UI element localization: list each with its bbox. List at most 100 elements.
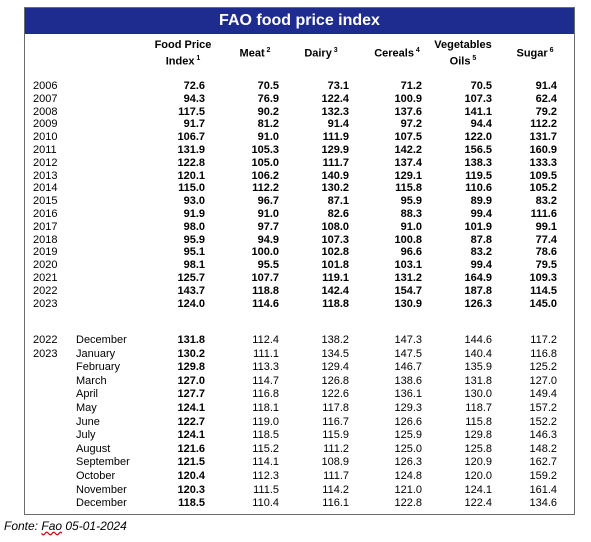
table-cell: 111.7 bbox=[323, 470, 349, 482]
table-cell: 108.0 bbox=[321, 220, 349, 233]
table-cell: 120.9 bbox=[464, 456, 492, 469]
table-cell: 115.8 bbox=[395, 182, 422, 195]
table-cell: 99.1 bbox=[535, 220, 557, 233]
row-year: 2019 bbox=[33, 246, 58, 259]
row-year: 2022 bbox=[33, 334, 58, 346]
column-header: Vegetables Oils 5 bbox=[434, 39, 492, 68]
table-cell: 140.4 bbox=[464, 347, 492, 360]
table-cell: 113.3 bbox=[252, 361, 279, 374]
table-cell: 124.1 bbox=[177, 402, 205, 414]
table-cell: 148.2 bbox=[529, 442, 557, 455]
table-cell: 111.1 bbox=[253, 347, 279, 360]
table-cell: 72.6 bbox=[183, 80, 205, 92]
table-cell: 119.0 bbox=[252, 415, 279, 428]
row-month: March bbox=[76, 374, 107, 387]
table-cell: 94.9 bbox=[257, 233, 279, 246]
table-cell: 112.2 bbox=[252, 182, 279, 195]
column-header: Meat 2 bbox=[239, 47, 271, 60]
table-cell: 149.4 bbox=[529, 388, 557, 401]
table-cell: 100.0 bbox=[251, 246, 279, 259]
table-cell: 130.2 bbox=[177, 347, 205, 360]
table-cell: 147.3 bbox=[394, 334, 422, 346]
table-cell: 159.2 bbox=[529, 470, 557, 482]
table-cell: 131.9 bbox=[177, 144, 205, 156]
table-cell: 115.2 bbox=[252, 442, 279, 455]
table-cell: 91.0 bbox=[400, 220, 422, 233]
table-cell: 124.1 bbox=[177, 429, 205, 442]
table-cell: 93.0 bbox=[183, 195, 205, 208]
table-cell: 111.7 bbox=[322, 156, 349, 169]
table-cell: 142.2 bbox=[394, 144, 422, 156]
table-cell: 134.6 bbox=[529, 497, 557, 510]
table-cell: 146.7 bbox=[394, 361, 422, 374]
table-cell: 161.4 bbox=[529, 483, 557, 496]
row-month: September bbox=[76, 456, 130, 469]
table-cell: 129.8 bbox=[464, 429, 492, 442]
row-year: 2010 bbox=[33, 131, 58, 144]
table-cell: 78.6 bbox=[535, 246, 557, 259]
table-cell: 131.2 bbox=[394, 272, 422, 284]
row-year: 2014 bbox=[33, 182, 58, 195]
table-cell: 119.1 bbox=[322, 272, 349, 284]
table-cell: 122.6 bbox=[321, 388, 349, 401]
table-cell: 96.7 bbox=[257, 195, 279, 208]
row-year: 2008 bbox=[33, 105, 58, 118]
table-cell: 94.3 bbox=[183, 92, 205, 105]
table-cell: 129.8 bbox=[177, 361, 205, 374]
table-cell: 129.3 bbox=[394, 402, 422, 414]
table-cell: 91.0 bbox=[257, 208, 279, 220]
table-cell: 122.7 bbox=[177, 415, 205, 428]
table-cell: 118.8 bbox=[252, 284, 279, 297]
table-cell: 137.4 bbox=[394, 156, 422, 169]
table-cell: 102.8 bbox=[321, 246, 349, 259]
table-cell: 121.5 bbox=[177, 456, 205, 469]
row-year: 2011 bbox=[33, 144, 57, 156]
table-cell: 147.5 bbox=[394, 347, 422, 360]
row-month: January bbox=[76, 347, 116, 360]
table-cell: 101.8 bbox=[321, 259, 349, 272]
table-cell: 108.9 bbox=[321, 456, 349, 469]
table-cell: 91.7 bbox=[183, 118, 205, 131]
table-cell: 118.1 bbox=[252, 402, 279, 414]
table-cell: 114.2 bbox=[322, 483, 349, 496]
row-month: February bbox=[76, 361, 121, 374]
table-cell: 62.4 bbox=[535, 92, 557, 105]
table-cell: 100.8 bbox=[394, 233, 422, 246]
table-cell: 127.0 bbox=[177, 374, 205, 387]
table-cell: 137.6 bbox=[394, 105, 422, 118]
table-cell: 135.9 bbox=[464, 361, 492, 374]
row-year: 2021 bbox=[33, 272, 58, 284]
table-cell: 110.6 bbox=[465, 182, 492, 195]
table-cell: 129.1 bbox=[394, 169, 422, 182]
table-cell: 121.0 bbox=[394, 483, 422, 496]
table-cell: 106.2 bbox=[251, 169, 279, 182]
row-year: 2017 bbox=[33, 220, 58, 233]
table-cell: 115.8 bbox=[465, 415, 492, 428]
table-cell: 97.2 bbox=[400, 118, 422, 131]
table-cell: 107.7 bbox=[251, 272, 279, 284]
table-cell: 116.8 bbox=[252, 388, 279, 401]
column-header: Sugar 6 bbox=[516, 47, 554, 60]
column-header: Cereals 4 bbox=[374, 47, 420, 60]
table-cell: 118.8 bbox=[322, 297, 349, 310]
table-cell: 154.7 bbox=[394, 284, 422, 297]
table-cell: 152.2 bbox=[529, 415, 557, 428]
source-fao: Fao bbox=[41, 519, 63, 533]
table-cell: 99.4 bbox=[470, 259, 492, 272]
table-cell: 97.7 bbox=[257, 220, 279, 233]
table-cell: 116.8 bbox=[530, 347, 557, 360]
table-cell: 105.2 bbox=[529, 182, 557, 195]
column-header: Food Price Index 1 bbox=[154, 39, 212, 68]
table-cell: 76.9 bbox=[257, 92, 279, 105]
table-cell: 146.3 bbox=[529, 429, 557, 442]
table-cell: 95.1 bbox=[183, 246, 205, 259]
row-year: 2023 bbox=[33, 297, 58, 310]
table-cell: 120.3 bbox=[177, 483, 205, 496]
row-month: October bbox=[76, 470, 116, 482]
row-month: June bbox=[76, 415, 100, 428]
table-cell: 119.5 bbox=[465, 169, 492, 182]
table-cell: 140.9 bbox=[321, 169, 349, 182]
table-cell: 126.3 bbox=[394, 456, 422, 469]
table-cell: 125.9 bbox=[394, 429, 422, 442]
table-cell: 130.9 bbox=[394, 297, 422, 310]
